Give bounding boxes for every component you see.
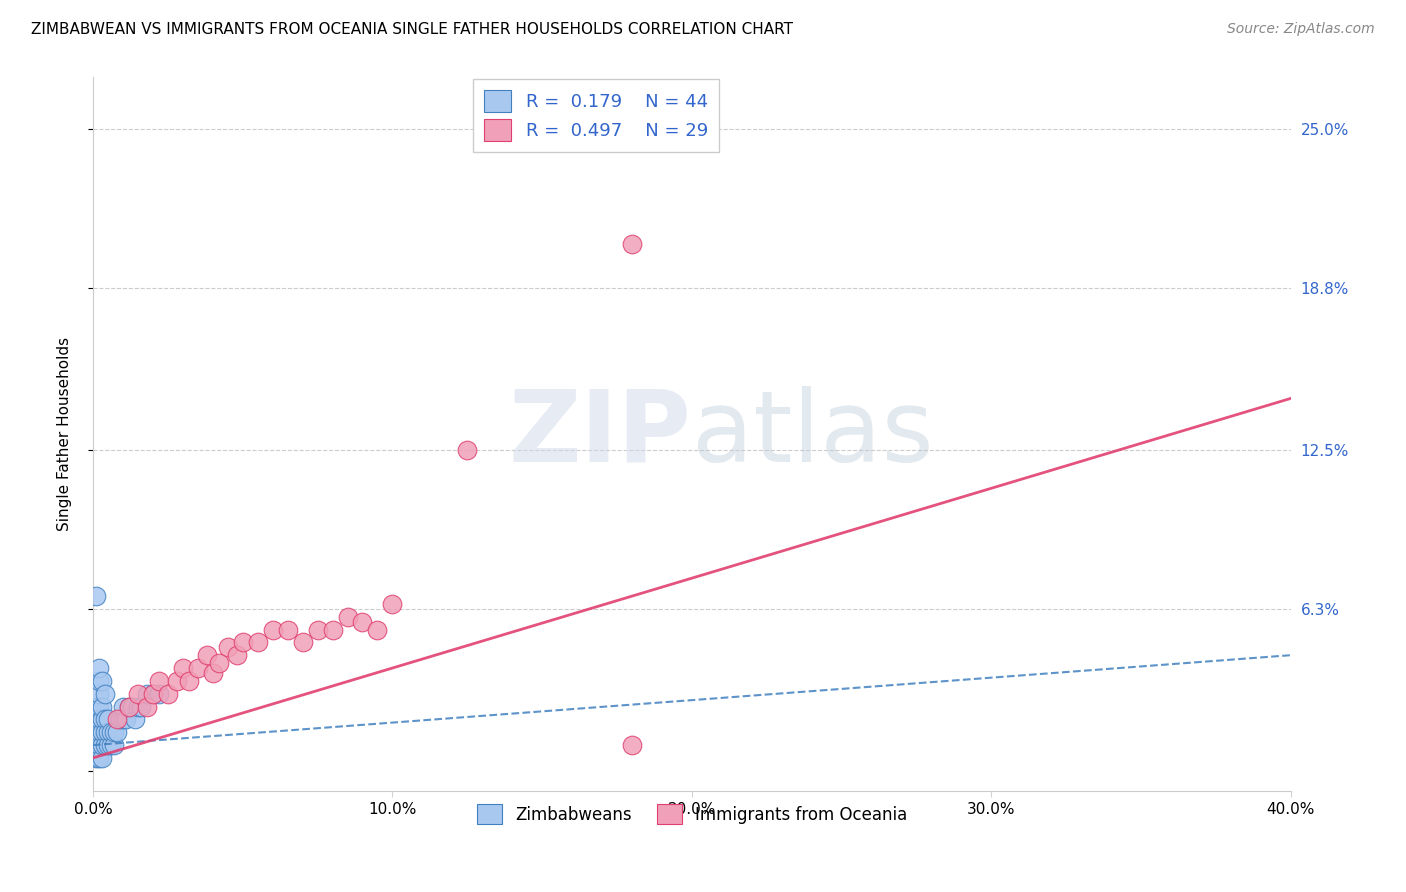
Point (135, 699, 157, 714)
Point (111, 699, 134, 714)
Point (121, 699, 143, 714)
Point (127, 699, 149, 714)
Point (87, 661, 110, 675)
Point (172, 661, 194, 675)
Point (118, 699, 141, 714)
Point (208, 656, 231, 670)
Point (177, 673, 200, 688)
Point (91, 751, 114, 765)
Point (366, 623, 388, 637)
Point (620, 738, 643, 752)
Point (91, 699, 114, 714)
Point (87, 673, 110, 688)
Point (352, 615, 374, 629)
Point (142, 687, 165, 701)
Point (105, 712, 128, 726)
Point (291, 635, 314, 649)
Point (84, 751, 107, 765)
Point (115, 712, 138, 726)
Point (94, 687, 117, 701)
Point (94, 738, 117, 752)
Point (166, 673, 188, 688)
Text: ZIMBABWEAN VS IMMIGRANTS FROM OCEANIA SINGLE FATHER HOUSEHOLDS CORRELATION CHART: ZIMBABWEAN VS IMMIGRANTS FROM OCEANIA SI… (31, 22, 793, 37)
Point (91, 712, 114, 726)
Legend: Zimbabweans, Immigrants from Oceania: Zimbabweans, Immigrants from Oceania (467, 794, 917, 834)
Point (91, 738, 114, 752)
Point (118, 699, 141, 714)
Point (103, 738, 125, 752)
Point (277, 623, 299, 637)
Point (97, 738, 120, 752)
Point (129, 699, 152, 714)
Point (148, 687, 170, 701)
Point (111, 712, 134, 726)
Point (225, 648, 247, 663)
Point (87, 712, 110, 726)
Point (87, 699, 110, 714)
Point (322, 623, 344, 637)
Point (100, 738, 122, 752)
Point (336, 609, 359, 624)
Point (97, 725, 120, 739)
Text: ZIP: ZIP (509, 386, 692, 483)
Point (105, 725, 128, 739)
Point (135, 687, 157, 701)
Point (456, 442, 478, 457)
Text: Source: ZipAtlas.com: Source: ZipAtlas.com (1227, 22, 1375, 37)
Point (142, 687, 165, 701)
Point (217, 640, 239, 655)
Point (94, 712, 117, 726)
Point (127, 687, 149, 701)
Point (103, 725, 125, 739)
Point (187, 661, 209, 675)
Point (91, 725, 114, 739)
Point (246, 635, 269, 649)
Point (100, 725, 122, 739)
Point (87, 725, 110, 739)
Point (232, 635, 254, 649)
Point (381, 597, 404, 611)
Point (620, 237, 643, 252)
Point (87, 687, 110, 701)
Point (156, 687, 179, 701)
Point (87, 751, 110, 765)
Point (84, 699, 107, 714)
Point (94, 725, 117, 739)
Point (84, 712, 107, 726)
Point (84, 738, 107, 752)
Point (87, 738, 110, 752)
Point (91, 673, 114, 688)
Point (97, 712, 120, 726)
Y-axis label: Single Father Households: Single Father Households (58, 337, 72, 532)
Point (108, 712, 131, 726)
Point (84, 589, 107, 603)
Point (307, 623, 329, 637)
Point (124, 712, 146, 726)
Point (201, 666, 224, 681)
Point (195, 648, 218, 663)
Point (262, 623, 284, 637)
Text: atlas: atlas (692, 386, 934, 483)
Point (148, 673, 170, 688)
Point (84, 725, 107, 739)
